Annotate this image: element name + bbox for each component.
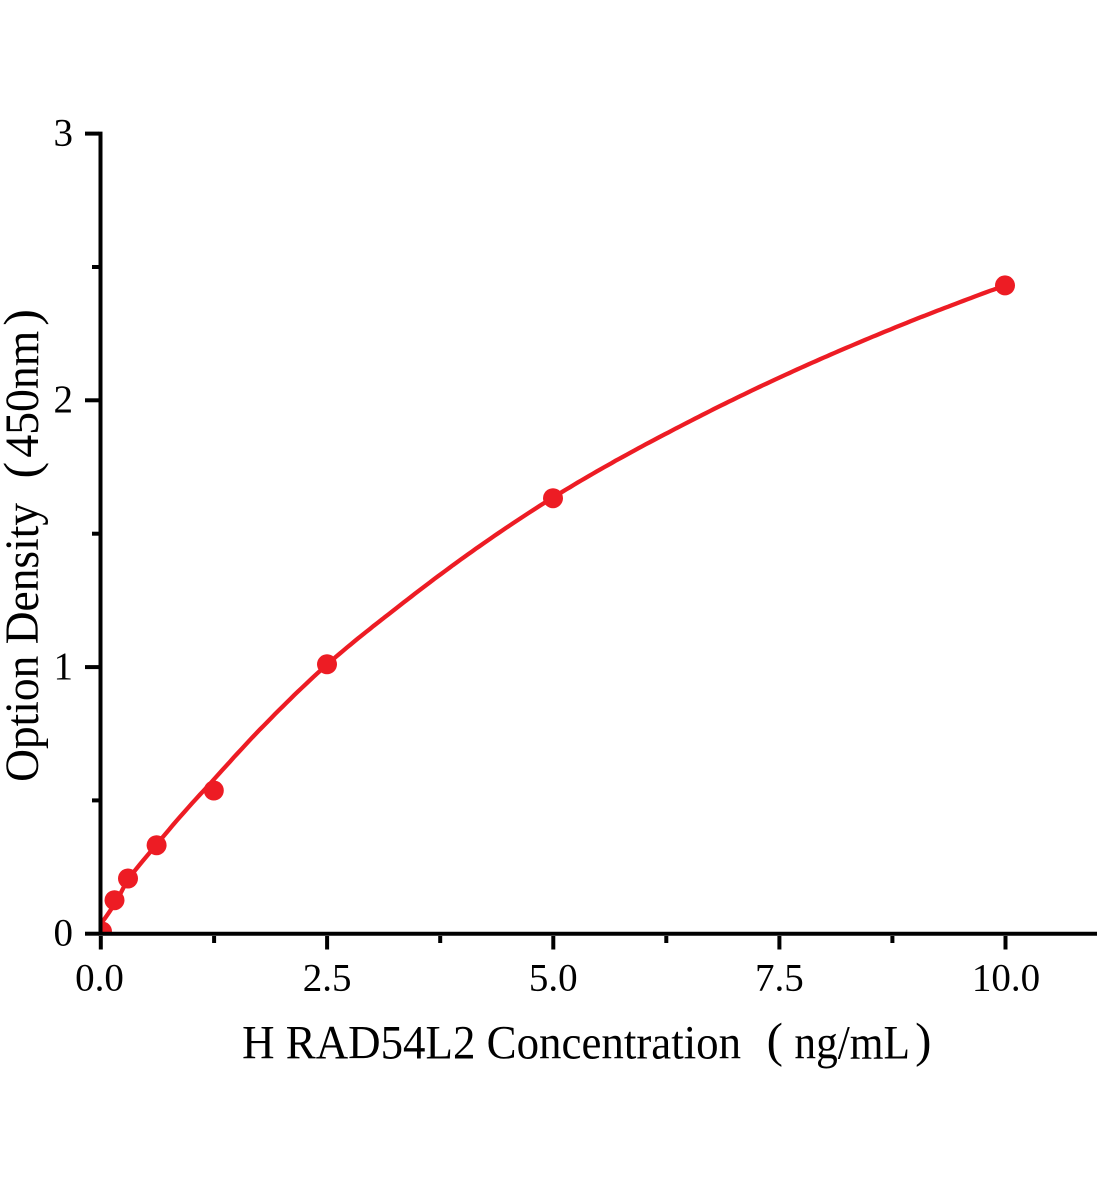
svg-text:): ) <box>0 309 49 326</box>
svg-text:1: 1 <box>54 645 74 688</box>
svg-text:2.5: 2.5 <box>303 957 352 1000</box>
svg-text:3: 3 <box>54 111 74 154</box>
svg-text:(: ( <box>0 462 49 479</box>
svg-text:H RAD54L2 Concentration: H RAD54L2 Concentration <box>242 1017 741 1070</box>
svg-text:(: ( <box>767 1013 783 1068</box>
svg-text:10.0: 10.0 <box>972 957 1040 1000</box>
svg-text:7.5: 7.5 <box>755 957 804 1000</box>
svg-text:0: 0 <box>54 912 74 955</box>
svg-text:ng/mL: ng/mL <box>794 1017 910 1070</box>
svg-text:): ) <box>915 1013 931 1068</box>
svg-text:2: 2 <box>54 378 74 421</box>
svg-text:Option Density: Option Density <box>0 503 49 782</box>
svg-text:0.0: 0.0 <box>75 957 124 1000</box>
svg-text:5.0: 5.0 <box>529 957 578 1000</box>
svg-text:450nm: 450nm <box>0 331 49 458</box>
